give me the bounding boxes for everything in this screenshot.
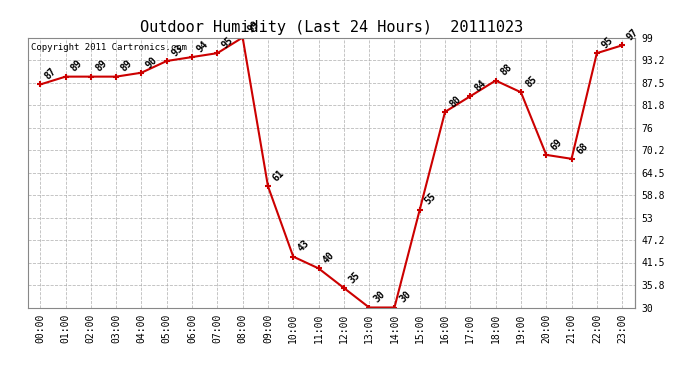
Text: Copyright 2011 Cartronics.com: Copyright 2011 Cartronics.com <box>30 43 186 52</box>
Text: 85: 85 <box>524 74 539 90</box>
Text: 80: 80 <box>448 94 463 109</box>
Text: 94: 94 <box>195 39 210 54</box>
Text: 30: 30 <box>397 290 413 305</box>
Text: 61: 61 <box>270 168 286 183</box>
Title: Outdoor Humidity (Last 24 Hours)  20111023: Outdoor Humidity (Last 24 Hours) 2011102… <box>139 20 523 35</box>
Text: 87: 87 <box>43 66 59 82</box>
Text: 89: 89 <box>68 58 83 74</box>
Text: 95: 95 <box>220 35 235 50</box>
Text: 90: 90 <box>144 54 159 70</box>
Text: 89: 89 <box>94 58 109 74</box>
Text: 68: 68 <box>574 141 590 156</box>
Text: 30: 30 <box>372 290 387 305</box>
Text: 35: 35 <box>346 270 362 285</box>
Text: 84: 84 <box>473 78 489 93</box>
Text: 95: 95 <box>600 35 615 50</box>
Text: 99: 99 <box>246 20 261 35</box>
Text: 89: 89 <box>119 58 135 74</box>
Text: 88: 88 <box>498 62 514 78</box>
Text: 93: 93 <box>170 43 185 58</box>
Text: 55: 55 <box>422 192 438 207</box>
Text: 43: 43 <box>296 238 311 254</box>
Text: 69: 69 <box>549 137 564 152</box>
Text: 97: 97 <box>625 27 640 42</box>
Text: 40: 40 <box>322 250 337 266</box>
